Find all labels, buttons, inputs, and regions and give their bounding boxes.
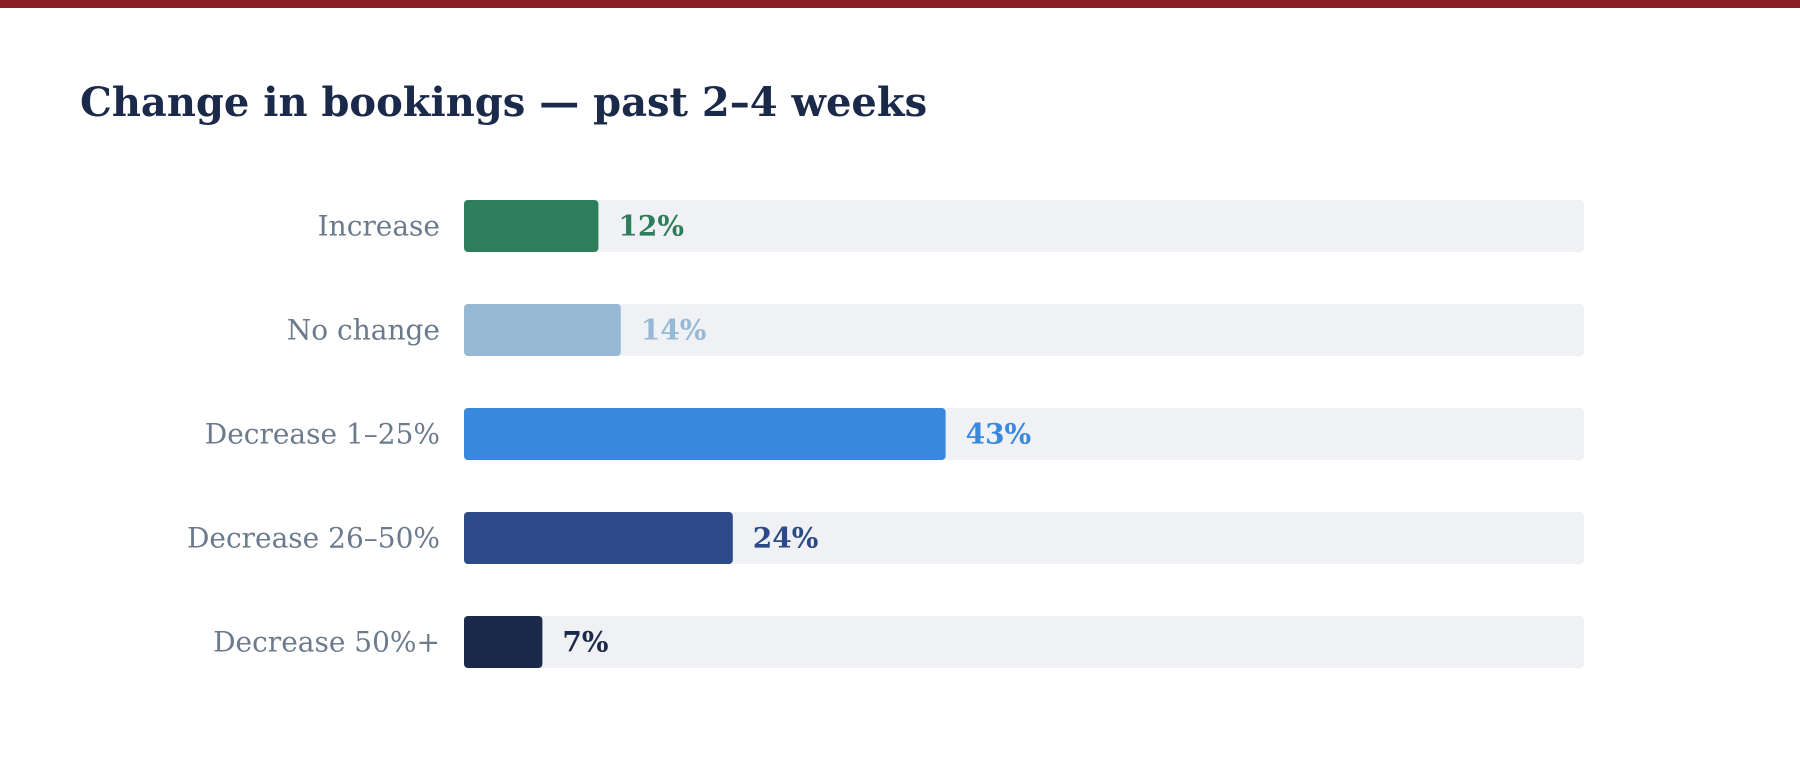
bar-track (464, 512, 1584, 564)
top-accent-rule (0, 0, 1800, 8)
bar-row-decrease-1-25: Decrease 1–25% 43% (205, 408, 1584, 460)
bar (464, 304, 621, 356)
bar (464, 408, 946, 460)
bar-row-decrease-50: Decrease 50%+ 7% (213, 616, 1584, 668)
category-label: Decrease 1–25% (205, 418, 440, 451)
bar-track (464, 616, 1584, 668)
bar (464, 512, 733, 564)
value-label: 12% (618, 210, 684, 243)
value-label: 43% (966, 418, 1032, 451)
bar-row-no-change: No change 14% (287, 304, 1584, 356)
bar-row-increase: Increase 12% (318, 200, 1584, 252)
value-label: 24% (753, 522, 819, 555)
category-label: No change (287, 314, 440, 347)
value-label: 7% (562, 626, 608, 659)
chart-title: Change in bookings — past 2–4 weeks (80, 79, 928, 126)
category-label: Decrease 26–50% (187, 522, 440, 555)
bar (464, 200, 599, 252)
category-label: Increase (318, 210, 440, 243)
bar (464, 616, 543, 668)
bar-track (464, 200, 1584, 252)
value-label: 14% (641, 314, 707, 347)
category-label: Decrease 50%+ (213, 626, 440, 659)
bar-track (464, 304, 1584, 356)
bar-row-decrease-26-50: Decrease 26–50% 24% (187, 512, 1584, 564)
